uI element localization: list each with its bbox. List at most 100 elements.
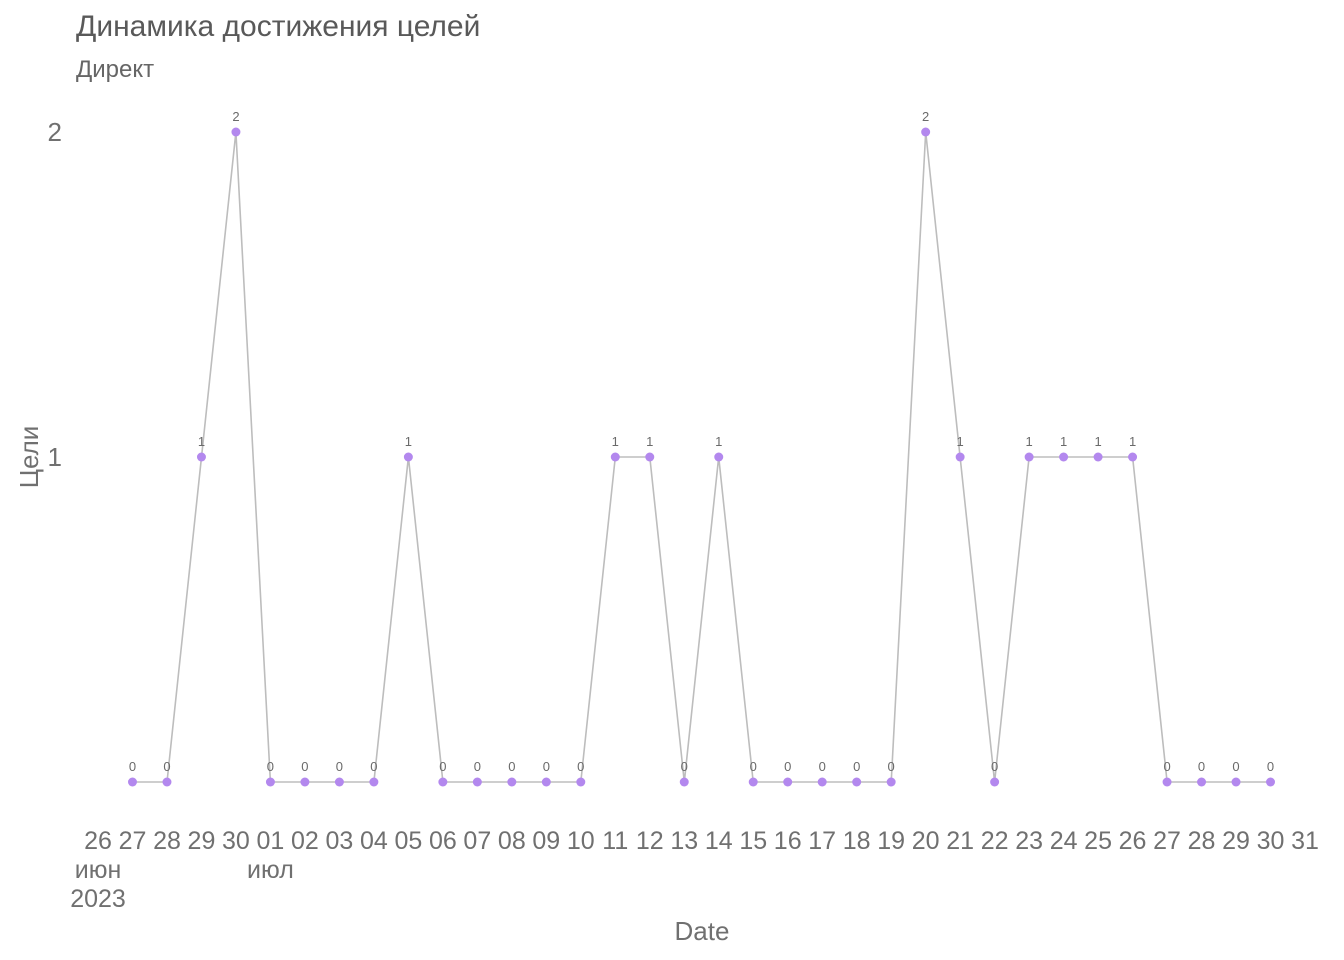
data-point bbox=[886, 777, 896, 787]
x-tick-label: 29 bbox=[1222, 827, 1250, 855]
data-point bbox=[231, 127, 241, 137]
data-label: 0 bbox=[1232, 759, 1239, 774]
x-tick-label: 22 bbox=[981, 827, 1009, 855]
data-label: 1 bbox=[198, 434, 205, 449]
data-point bbox=[507, 777, 517, 787]
x-tick-label: 10 bbox=[567, 827, 595, 855]
x-tick-label: 02 bbox=[291, 827, 319, 855]
x-tick-label: 12 bbox=[636, 827, 664, 855]
data-label: 0 bbox=[853, 759, 860, 774]
data-label: 1 bbox=[1025, 434, 1032, 449]
x-tick-label: 19 bbox=[877, 827, 905, 855]
data-point bbox=[1059, 452, 1069, 462]
x-tick-label: 17 bbox=[808, 827, 836, 855]
x-tick-label: 01 bbox=[257, 827, 285, 855]
data-label: 0 bbox=[474, 759, 481, 774]
data-labels-group: 0 0 1 2 0 0 0 0 1 0 0 0 0 0 1 1 0 1 0 0 0 0 0 2 1 0 1 1 1 1 0 0 0 0 bbox=[129, 109, 1274, 774]
x-tick-sublabel: 2023 bbox=[70, 885, 126, 913]
x-tick-label: 27 bbox=[119, 827, 147, 855]
y-axis-ticks: 12 bbox=[48, 117, 62, 472]
data-label: 1 bbox=[1129, 434, 1136, 449]
x-tick-label: 03 bbox=[325, 827, 353, 855]
data-label: 0 bbox=[784, 759, 791, 774]
y-tick-label: 2 bbox=[48, 117, 62, 147]
data-point bbox=[1266, 777, 1276, 787]
data-label: 0 bbox=[888, 759, 895, 774]
data-point bbox=[162, 777, 172, 787]
x-tick-label: 23 bbox=[1015, 827, 1043, 855]
data-points-group bbox=[127, 127, 1276, 787]
data-label: 0 bbox=[439, 759, 446, 774]
x-tick-label: 04 bbox=[360, 827, 388, 855]
data-point bbox=[748, 777, 758, 787]
x-tick-label: 30 bbox=[1257, 827, 1285, 855]
data-point bbox=[1162, 777, 1172, 787]
data-point bbox=[783, 777, 793, 787]
data-point bbox=[403, 452, 413, 462]
x-tick-label: 26 bbox=[1119, 827, 1147, 855]
x-tick-label: 30 bbox=[222, 827, 250, 855]
data-point bbox=[127, 777, 137, 787]
x-tick-sublabel: июн bbox=[75, 856, 122, 884]
data-label: 0 bbox=[267, 759, 274, 774]
data-point bbox=[300, 777, 310, 787]
data-point bbox=[610, 452, 620, 462]
data-label: 2 bbox=[232, 109, 239, 124]
x-tick-label: 05 bbox=[394, 827, 422, 855]
data-point bbox=[576, 777, 586, 787]
data-point bbox=[541, 777, 551, 787]
data-label: 1 bbox=[957, 434, 964, 449]
data-point bbox=[438, 777, 448, 787]
data-label: 0 bbox=[750, 759, 757, 774]
x-tick-label: 08 bbox=[498, 827, 526, 855]
data-label: 0 bbox=[543, 759, 550, 774]
data-label: 0 bbox=[681, 759, 688, 774]
data-label: 0 bbox=[301, 759, 308, 774]
x-tick-label: 25 bbox=[1084, 827, 1112, 855]
x-tick-label: 29 bbox=[188, 827, 216, 855]
data-label: 1 bbox=[405, 434, 412, 449]
chart-title: Динамика достижения целей bbox=[76, 10, 481, 43]
data-point bbox=[852, 777, 862, 787]
data-label: 0 bbox=[1267, 759, 1274, 774]
x-tick-label: 21 bbox=[946, 827, 974, 855]
data-label: 1 bbox=[715, 434, 722, 449]
y-tick-label: 1 bbox=[48, 442, 62, 472]
x-axis-title: Date bbox=[675, 916, 730, 946]
data-point bbox=[196, 452, 206, 462]
data-point bbox=[955, 452, 965, 462]
data-point bbox=[645, 452, 655, 462]
x-tick-label: 27 bbox=[1153, 827, 1181, 855]
x-tick-label: 09 bbox=[532, 827, 560, 855]
x-tick-label: 11 bbox=[602, 827, 628, 855]
x-tick-label: 14 bbox=[705, 827, 733, 855]
data-point bbox=[334, 777, 344, 787]
data-point bbox=[1024, 452, 1034, 462]
x-tick-label: 13 bbox=[670, 827, 698, 855]
x-tick-label: 20 bbox=[912, 827, 940, 855]
data-label: 0 bbox=[163, 759, 170, 774]
series-line-group bbox=[132, 131, 1271, 783]
data-point bbox=[1128, 452, 1138, 462]
data-point bbox=[472, 777, 482, 787]
x-tick-label: 26 bbox=[84, 827, 112, 855]
data-label: 0 bbox=[336, 759, 343, 774]
chart-subtitle: Директ bbox=[76, 56, 155, 83]
data-point bbox=[265, 777, 275, 787]
data-point bbox=[1197, 777, 1207, 787]
x-tick-label: 07 bbox=[463, 827, 491, 855]
data-label: 0 bbox=[1198, 759, 1205, 774]
x-tick-label: 31 bbox=[1291, 827, 1319, 855]
x-tick-label: 15 bbox=[739, 827, 767, 855]
series-line bbox=[132, 131, 1271, 783]
data-label: 0 bbox=[129, 759, 136, 774]
data-point bbox=[1231, 777, 1241, 787]
data-label: 0 bbox=[508, 759, 515, 774]
x-tick-label: 06 bbox=[429, 827, 457, 855]
x-tick-label: 28 bbox=[153, 827, 181, 855]
data-label: 1 bbox=[1060, 434, 1067, 449]
data-label: 0 bbox=[1163, 759, 1170, 774]
data-point bbox=[990, 777, 1000, 787]
